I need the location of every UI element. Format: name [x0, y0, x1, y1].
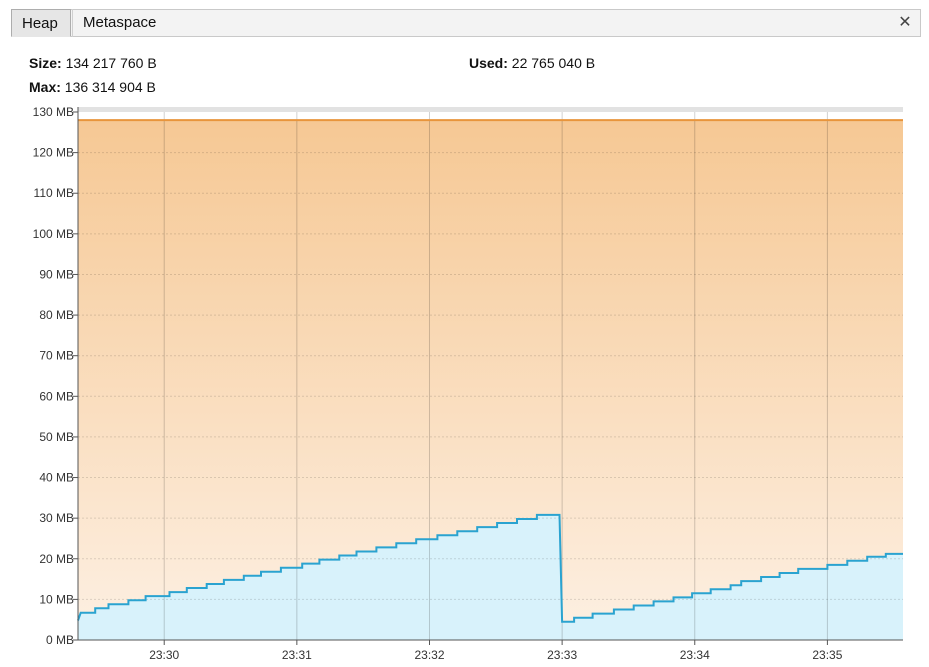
max-stat: Max: 136 314 904 B	[29, 79, 156, 95]
used-value: 22 765 040 B	[511, 55, 596, 71]
y-tick-label: 90 MB	[39, 267, 74, 281]
y-tick-label: 80 MB	[39, 308, 74, 322]
tab-metaspace[interactable]: Metaspace	[72, 9, 166, 37]
y-tick-label: 0 MB	[46, 633, 74, 647]
y-tick-label: 110 MB	[34, 186, 74, 200]
plot-top-strip	[78, 107, 903, 112]
used-stat: Used: 22 765 040 B	[469, 55, 595, 71]
tab-heap[interactable]: Heap	[11, 9, 71, 37]
y-tick-label: 70 MB	[39, 349, 74, 363]
y-tick-label: 10 MB	[39, 592, 74, 606]
x-tick-label: 23:32	[414, 648, 444, 662]
used-label: Used:	[469, 55, 508, 71]
y-tick-label: 50 MB	[39, 430, 74, 444]
y-tick-label: 30 MB	[39, 511, 74, 525]
max-label: Max:	[29, 79, 61, 95]
tab-bar: Heap Metaspace ✕	[11, 9, 921, 37]
x-tick-label: 23:34	[680, 648, 710, 662]
x-tick-label: 23:30	[149, 648, 179, 662]
max-value: 136 314 904 B	[64, 79, 156, 95]
size-label: Size:	[29, 55, 62, 71]
used-area	[78, 514, 903, 640]
y-tick-label: 20 MB	[39, 552, 74, 566]
size-value: 134 217 760 B	[65, 55, 157, 71]
y-tick-label: 60 MB	[39, 389, 74, 403]
used-line	[77, 513, 903, 623]
y-tick-label: 100 MB	[33, 227, 74, 241]
y-tick-label: 40 MB	[39, 471, 74, 485]
x-tick-label: 23:35	[812, 648, 842, 662]
x-tick-label: 23:31	[282, 648, 312, 662]
x-tick-label: 23:33	[547, 648, 577, 662]
y-tick-label: 120 MB	[33, 146, 74, 160]
y-tick-label: 130 MB	[33, 105, 74, 119]
size-stat: Size: 134 217 760 B	[29, 55, 157, 71]
close-icon[interactable]: ✕	[898, 14, 912, 31]
